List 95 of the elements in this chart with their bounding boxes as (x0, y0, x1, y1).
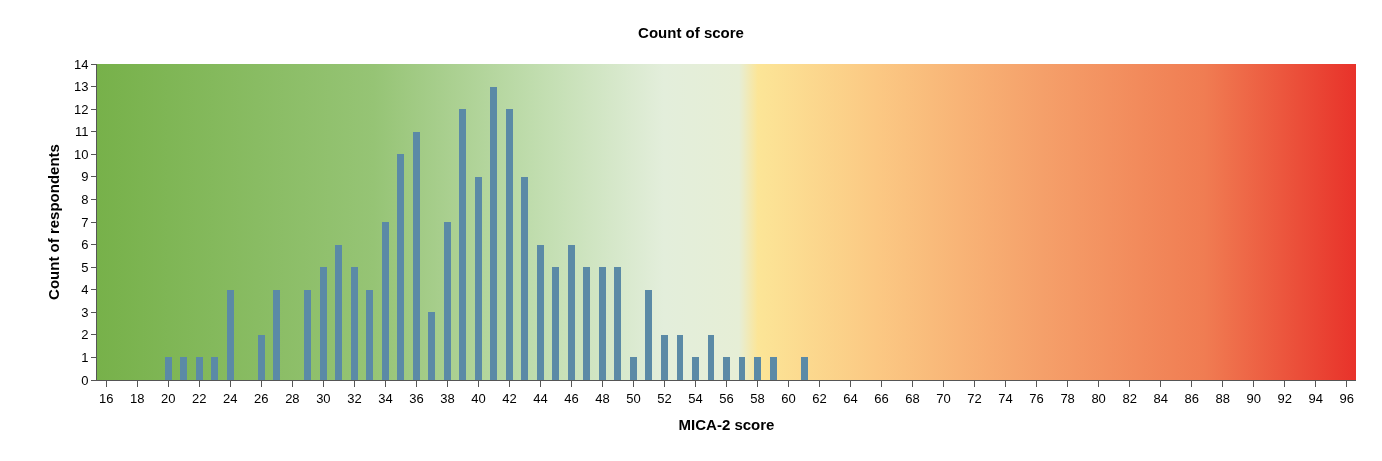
bar (552, 267, 560, 380)
x-tick-label: 72 (967, 390, 982, 406)
x-tick-label: 36 (409, 390, 424, 406)
bar (273, 289, 281, 380)
x-tick-label: 94 (1308, 390, 1323, 406)
bar (350, 267, 358, 380)
bar (567, 244, 575, 380)
bar (195, 357, 203, 380)
x-tick-label: 22 (192, 390, 207, 406)
y-tick-label: 3 (81, 304, 89, 320)
x-tick-label: 48 (595, 390, 610, 406)
x-tick-label: 70 (936, 390, 951, 406)
x-tick-label: 90 (1246, 390, 1261, 406)
bar (505, 109, 513, 380)
x-tick-label: 74 (998, 390, 1013, 406)
bar (164, 357, 172, 380)
bar (660, 334, 668, 380)
bar (490, 86, 498, 380)
bar (226, 289, 234, 380)
y-tick-label: 7 (81, 214, 89, 230)
y-tick-label: 4 (81, 282, 89, 298)
x-tick-label: 26 (254, 390, 269, 406)
bar (614, 267, 622, 380)
x-tick-label: 58 (750, 390, 765, 406)
bar (583, 267, 591, 380)
y-tick-label: 9 (81, 169, 89, 185)
x-tick-label: 40 (471, 390, 486, 406)
bar (428, 312, 436, 380)
x-tick-label: 18 (130, 390, 145, 406)
x-tick-label: 30 (316, 390, 331, 406)
x-tick-label: 62 (812, 390, 827, 406)
x-tick-label: 96 (1339, 390, 1354, 406)
x-tick-label: 44 (533, 390, 548, 406)
bar (692, 357, 699, 380)
x-tick-label: 76 (1029, 390, 1044, 406)
y-tick-label: 1 (81, 349, 89, 365)
bar (381, 222, 389, 380)
x-tick-label: 42 (502, 390, 517, 406)
x-tick-label: 46 (564, 390, 579, 406)
x-tick-label: 68 (905, 390, 920, 406)
x-tick-label: 50 (626, 390, 641, 406)
bar (257, 334, 265, 380)
x-tick-label: 32 (347, 390, 362, 406)
bar (304, 289, 312, 380)
chart-title: Count of score (638, 23, 744, 41)
y-tick-label: 0 (81, 372, 89, 388)
y-axis-title: Count of respondents (45, 144, 63, 300)
bar (412, 131, 420, 380)
bar (211, 357, 219, 380)
bar (769, 357, 777, 380)
bar (645, 289, 653, 380)
x-tick-label: 88 (1215, 390, 1230, 406)
y-tick-label: 10 (73, 146, 89, 162)
y-tick-label: 13 (73, 79, 89, 95)
bar (366, 289, 374, 380)
y-tick-label: 14 (73, 56, 89, 72)
x-tick-label: 92 (1277, 390, 1292, 406)
bar (598, 267, 606, 380)
y-tick-label: 6 (81, 237, 89, 253)
x-tick-label: 80 (1091, 390, 1106, 406)
bar (180, 357, 188, 380)
bar (335, 244, 343, 380)
bar (536, 244, 544, 380)
bar (754, 357, 761, 380)
bar (521, 176, 529, 380)
x-tick-label: 20 (161, 390, 176, 406)
x-tick-label: 66 (874, 390, 889, 406)
x-tick-label: 82 (1122, 390, 1137, 406)
x-tick-label: 78 (1060, 390, 1075, 406)
x-tick-label: 54 (688, 390, 703, 406)
bar (443, 222, 451, 380)
y-tick-label: 2 (81, 327, 89, 343)
x-tick-label: 34 (378, 390, 393, 406)
bar (723, 357, 730, 380)
y-tick-label: 11 (74, 124, 89, 140)
x-tick-label: 60 (781, 390, 796, 406)
x-tick-label: 24 (223, 390, 238, 406)
x-tick-label: 86 (1184, 390, 1199, 406)
bar (474, 176, 482, 380)
x-axis-title: MICA-2 score (678, 415, 775, 433)
x-tick-label: 64 (843, 390, 858, 406)
y-tick-label: 12 (73, 101, 89, 117)
bar (800, 357, 808, 380)
bar (319, 267, 327, 380)
x-tick-label: 56 (719, 390, 734, 406)
x-tick-label: 28 (285, 390, 300, 406)
bar (459, 109, 467, 380)
bar (397, 154, 405, 380)
x-tick-label: 84 (1153, 390, 1168, 406)
y-tick-label: 8 (81, 191, 89, 207)
y-tick-label: 5 (81, 259, 89, 275)
x-tick-label: 16 (99, 390, 114, 406)
x-tick-label: 38 (440, 390, 455, 406)
x-tick-label: 52 (657, 390, 672, 406)
bar (629, 357, 637, 380)
